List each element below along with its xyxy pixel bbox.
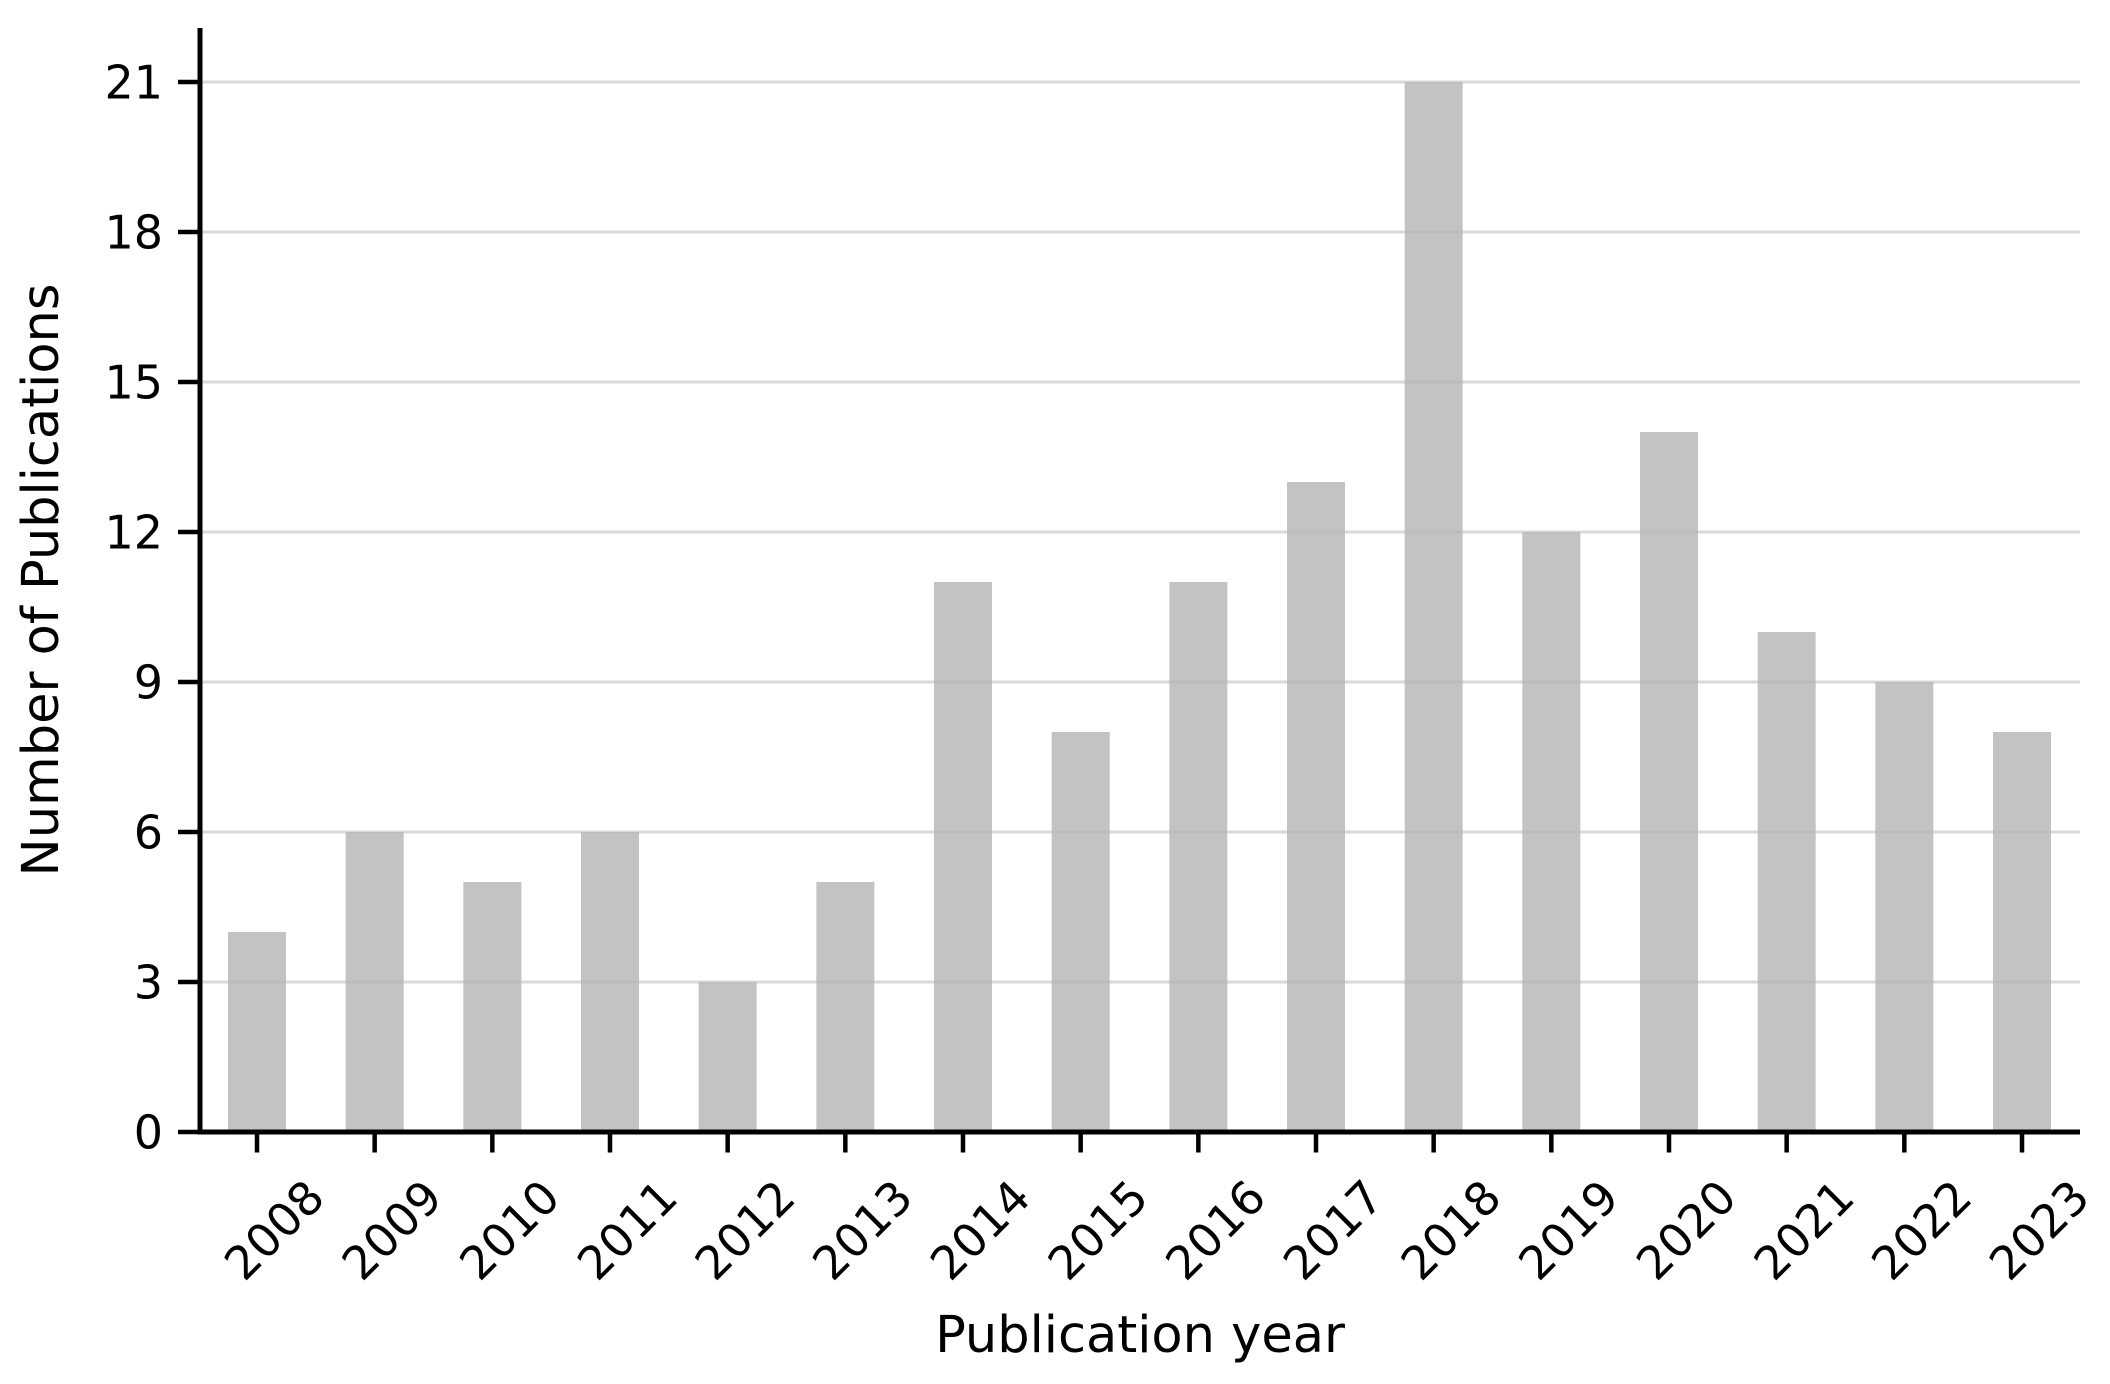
x-tick-label-2017: 2017 — [1273, 1170, 1394, 1291]
bar-2009 — [345, 832, 404, 1132]
bar-2019 — [1522, 532, 1581, 1132]
x-tick-label-2008: 2008 — [214, 1170, 335, 1291]
bar-2015 — [1051, 732, 1110, 1132]
x-tick-2020 — [1666, 1134, 1672, 1153]
y-tick-label-15: 15 — [104, 356, 163, 410]
gridlines-layer — [200, 80, 2080, 984]
y-axis-title: Number of Publications — [12, 284, 71, 877]
bar-2012 — [698, 982, 757, 1132]
bar-2021 — [1757, 632, 1816, 1132]
x-tick-2008 — [254, 1134, 260, 1153]
y-tick-label-3: 3 — [134, 956, 163, 1010]
x-tick-2015 — [1078, 1134, 1083, 1153]
bar-2016 — [1169, 582, 1228, 1132]
x-tick-2013 — [843, 1134, 848, 1153]
x-tick-label-2013: 2013 — [802, 1170, 923, 1291]
bar-2017 — [1287, 482, 1346, 1132]
y-tick-label-9: 9 — [134, 656, 163, 710]
y-tick-21 — [178, 79, 200, 85]
y-tick-12 — [178, 529, 200, 535]
x-axis-title: Publication year — [935, 1306, 1345, 1365]
x-tick-label-2012: 2012 — [684, 1170, 805, 1291]
x-tick-2014 — [960, 1134, 966, 1153]
x-tick-label-2010: 2010 — [449, 1170, 570, 1291]
bar-2008 — [228, 932, 286, 1132]
bar-2014 — [934, 582, 993, 1132]
bar-2020 — [1640, 432, 1699, 1132]
y-axis-spine — [197, 28, 203, 1135]
bar-2022 — [1875, 682, 1934, 1132]
x-tick-label-2009: 2009 — [331, 1170, 452, 1291]
y-tick-18 — [178, 229, 200, 235]
y-tick-label-6: 6 — [134, 806, 163, 860]
x-tick-2022 — [1902, 1134, 1907, 1153]
y-tick-label-21: 21 — [104, 56, 163, 110]
x-tick-label-2018: 2018 — [1390, 1170, 1511, 1291]
x-tick-2021 — [1784, 1134, 1789, 1153]
tick-marks-layer — [178, 79, 2025, 1153]
bar-2011 — [581, 832, 640, 1132]
x-tick-label-2016: 2016 — [1155, 1170, 1276, 1291]
axis-spines-layer — [197, 28, 2080, 1135]
bar-2018 — [1404, 82, 1463, 1132]
x-tick-2016 — [1196, 1134, 1201, 1153]
x-tick-label-2011: 2011 — [567, 1170, 688, 1291]
x-tick-label-2021: 2021 — [1743, 1170, 1864, 1291]
y-tick-15 — [178, 379, 200, 385]
x-tick-label-2022: 2022 — [1861, 1170, 1982, 1291]
x-tick-label-2020: 2020 — [1626, 1170, 1747, 1291]
x-tick-2009 — [372, 1134, 377, 1153]
y-tick-label-18: 18 — [104, 206, 163, 260]
x-tick-label-2023: 2023 — [1979, 1170, 2100, 1291]
x-tick-label-2019: 2019 — [1508, 1170, 1629, 1291]
x-tick-2011 — [607, 1134, 613, 1153]
y-tick-label-12: 12 — [104, 506, 163, 560]
x-tick-2018 — [1431, 1134, 1436, 1153]
x-tick-2017 — [1313, 1134, 1319, 1153]
y-tick-6 — [178, 829, 200, 835]
y-tick-9 — [178, 679, 200, 685]
x-tick-label-2014: 2014 — [920, 1170, 1041, 1291]
bar-2013 — [816, 882, 875, 1132]
x-tick-2012 — [725, 1134, 730, 1153]
x-tick-label-2015: 2015 — [1037, 1170, 1158, 1291]
bar-2023 — [1993, 732, 2052, 1132]
x-axis-spine — [197, 1129, 2080, 1135]
y-tick-label-0: 0 — [134, 1106, 163, 1160]
x-tick-2023 — [2019, 1134, 2025, 1153]
x-tick-2010 — [490, 1134, 495, 1153]
bars-layer — [228, 82, 2052, 1132]
y-tick-0 — [178, 1129, 200, 1135]
x-tick-2019 — [1549, 1134, 1554, 1153]
bar-2010 — [463, 882, 522, 1132]
y-tick-3 — [178, 979, 200, 985]
